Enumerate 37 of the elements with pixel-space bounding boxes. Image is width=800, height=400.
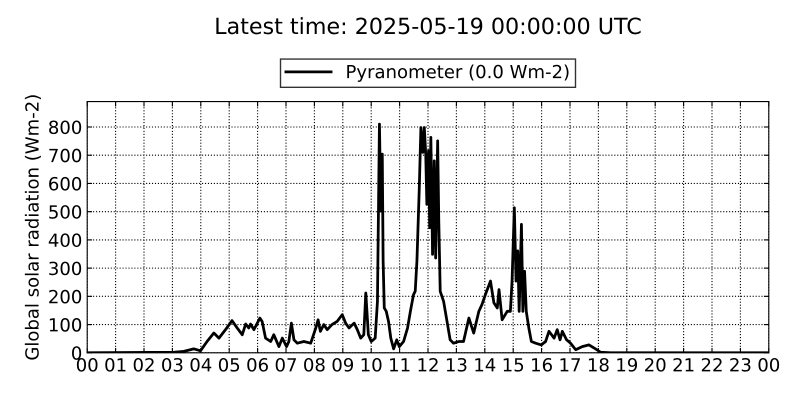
x-tick-label: 19	[617, 358, 638, 372]
y-tick-label: 100	[50, 318, 82, 332]
x-tick-label: 20	[645, 358, 666, 372]
y-tick-label: 200	[49, 290, 82, 304]
y-tick-label: 300	[49, 262, 82, 276]
y-axis-title: Global solar radiation (Wm-2)	[24, 95, 41, 360]
y-tick-label: 800	[49, 120, 82, 134]
x-tick-label: 10	[362, 358, 382, 372]
x-tick-label: 16	[532, 358, 552, 372]
x-tick-label: 00	[758, 358, 780, 372]
x-tick-label: 23	[730, 358, 750, 372]
x-tick-label: 21	[673, 358, 694, 372]
x-tick-label: 18	[588, 358, 609, 372]
y-tick-label: 700	[49, 148, 82, 162]
chart-title: Latest time: 2025-05-19 00:00:00 UTC	[216, 17, 641, 34]
y-tick-label: 600	[49, 176, 82, 191]
x-tick-label: 11	[390, 358, 410, 372]
x-tick-label: 04	[190, 358, 212, 372]
y-tick-label: 500	[49, 205, 82, 219]
y-tick-label: 400	[48, 233, 82, 248]
x-tick-label: 14	[475, 358, 496, 372]
x-tick-label: 12	[418, 358, 438, 372]
x-tick-label: 22	[702, 358, 722, 372]
x-tick-label: 00	[76, 358, 98, 372]
x-tick-label: 15	[504, 358, 524, 372]
x-tick-label: 06	[247, 358, 268, 372]
x-tick-label: 13	[446, 358, 466, 372]
x-tick-label: 02	[134, 358, 154, 372]
legend-label: Pyranometer (0.0 Wm-2)	[347, 64, 569, 82]
x-tick-label: 01	[105, 358, 126, 372]
x-tick-label: 05	[218, 358, 240, 372]
x-tick-label: 17	[560, 358, 580, 372]
x-tick-label: 07	[276, 358, 296, 372]
y-tick-label: 0	[72, 346, 82, 360]
x-tick-label: 03	[162, 358, 182, 372]
x-tick-label: 09	[332, 358, 354, 372]
x-tick-label: 08	[304, 358, 325, 372]
